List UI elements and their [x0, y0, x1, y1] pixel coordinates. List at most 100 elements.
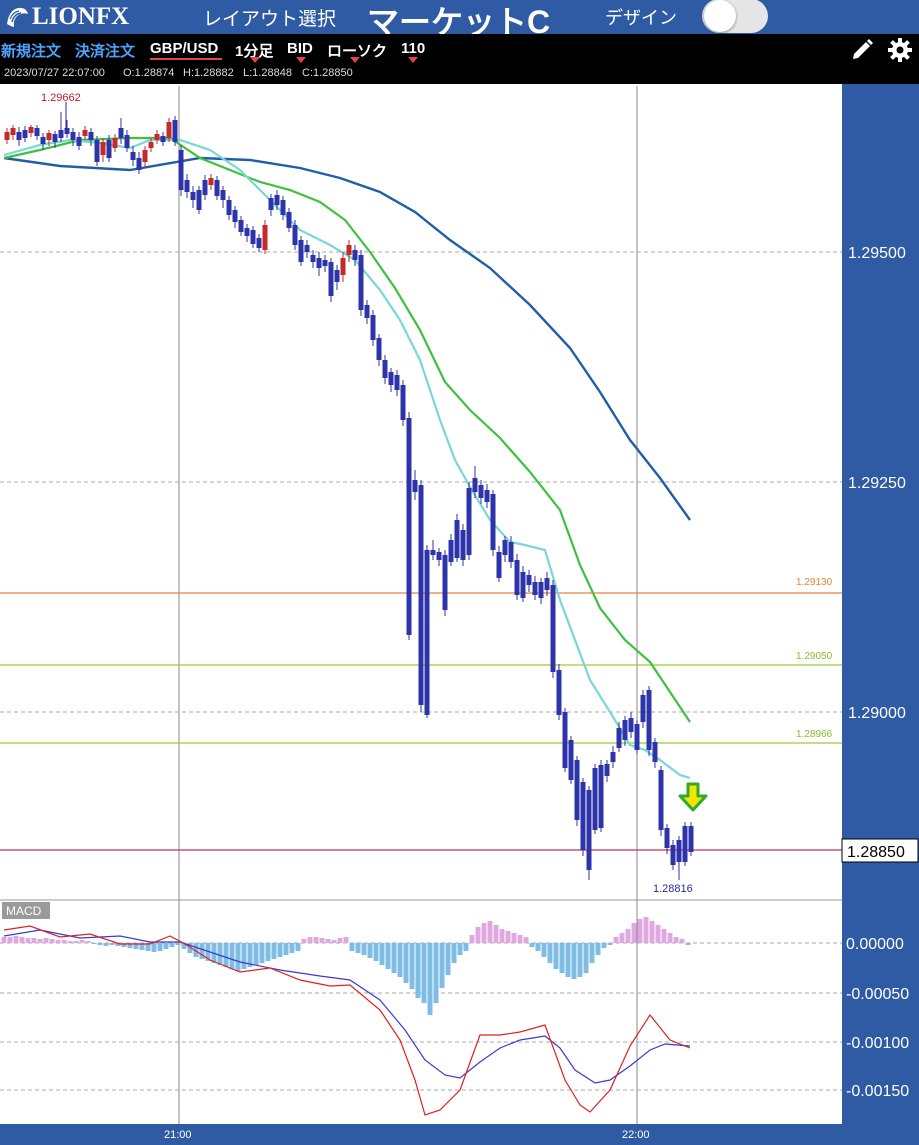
close-order-button[interactable]: 決済注文 — [75, 43, 136, 60]
macd-histogram-bar — [115, 943, 121, 946]
gear-icon[interactable] — [887, 37, 913, 63]
lionfx-logo: LIONFX — [4, 2, 129, 32]
new-order-button[interactable]: 新規注文 — [1, 43, 62, 60]
macd-histogram-bar — [109, 943, 115, 945]
macd-histogram-bar — [79, 940, 85, 943]
candle-body — [688, 826, 694, 852]
macd-histogram-bar — [193, 943, 199, 957]
candle-body — [658, 770, 664, 830]
macd-histogram-bar — [613, 937, 619, 943]
macd-histogram-bar — [217, 943, 223, 965]
macd-histogram-bar — [535, 943, 541, 951]
macd-histogram-bar — [469, 935, 475, 943]
currency-pair-select[interactable]: GBP/USD — [150, 40, 219, 57]
level-label-1: 1.29130 — [796, 577, 833, 588]
toggle-knob — [704, 0, 736, 32]
price-chart[interactable]: 1.29662 1.28816 1.29500 1.29250 1.29000 … — [0, 84, 919, 1145]
candle-body — [580, 782, 586, 850]
macd-histogram-bar — [421, 943, 427, 1003]
price-axis-label: 1.29500 — [848, 245, 906, 262]
bar-datetime: 2023/07/27 22:07:00 — [4, 67, 105, 79]
down-arrow-icon[interactable] — [678, 782, 708, 812]
macd-axis-label: -0.00050 — [846, 986, 909, 1003]
candle-body — [394, 375, 400, 390]
bar-count-select[interactable]: 110 — [401, 40, 426, 57]
macd-histogram-bar — [295, 943, 301, 951]
timeframe-select[interactable]: 1分足 — [235, 43, 274, 60]
chart-toolbar: 新規注文 決済注文 GBP/USD 1分足 BID ローソク 110 — [0, 34, 919, 64]
layout-select-button[interactable]: レイアウト選択 — [203, 9, 337, 30]
candle-body — [598, 765, 604, 828]
macd-histogram-bar — [133, 943, 139, 949]
macd-histogram-bar — [673, 937, 679, 943]
macd-histogram-bar — [451, 943, 457, 963]
time-axis-panel — [0, 1124, 842, 1145]
candle-body — [292, 225, 298, 245]
candle-body — [226, 200, 232, 215]
candle-body — [424, 550, 430, 715]
price-type-select[interactable]: BID — [287, 40, 313, 57]
candle-body — [274, 195, 280, 205]
candle-body — [340, 258, 346, 275]
macd-histogram-bar — [229, 943, 235, 969]
macd-histogram-bar — [307, 937, 313, 943]
candle-body — [574, 760, 580, 820]
macd-histogram-bar — [583, 943, 589, 973]
macd-label: MACD — [6, 904, 42, 918]
design-toggle[interactable] — [702, 0, 768, 33]
macd-histogram-bar — [163, 943, 169, 949]
macd-axis-label: -0.00150 — [846, 1083, 909, 1100]
candle-body — [100, 142, 106, 155]
candle-body — [40, 137, 46, 144]
candle-body — [34, 128, 40, 136]
candle-body — [82, 130, 88, 136]
macd-histogram-bar — [325, 939, 331, 943]
macd-histogram-bar — [373, 943, 379, 961]
candle-body — [586, 790, 592, 870]
macd-histogram-bar — [511, 933, 517, 943]
candle-body — [166, 122, 172, 138]
pencil-icon[interactable] — [849, 37, 875, 63]
macd-histogram-bar — [649, 921, 655, 943]
macd-histogram-bar — [199, 943, 205, 959]
macd-histogram-bar — [43, 938, 49, 943]
candle-body — [118, 128, 124, 138]
candle-body — [496, 552, 502, 578]
high-price-label: 1.29662 — [41, 92, 81, 104]
macd-histogram-bar — [241, 943, 247, 969]
macd-tag — [2, 902, 50, 919]
candle-body — [358, 255, 364, 310]
macd-histogram-bar — [55, 940, 61, 943]
macd-histogram-bar — [355, 943, 361, 953]
ohlc-info-bar: 2023/07/27 22:07:00 O:1.28874 H:1.28882 … — [0, 64, 919, 84]
design-label: デザイン — [605, 8, 677, 28]
candle-body — [406, 418, 412, 635]
chart-type-select[interactable]: ローソク — [327, 43, 388, 60]
macd-histogram-bar — [67, 941, 73, 943]
candle-body — [4, 132, 10, 140]
macd-histogram-bar — [499, 929, 505, 943]
chart-type-dropdown-icon — [350, 57, 360, 63]
candle-body — [316, 258, 322, 268]
macd-histogram-bar — [577, 943, 583, 977]
candle-body — [196, 190, 202, 210]
macd-histogram-bar — [253, 943, 259, 965]
macd-axis-label: 0.00000 — [846, 936, 904, 953]
macd-histogram-bar — [661, 929, 667, 943]
pair-underline — [150, 58, 222, 60]
candle-body — [250, 230, 256, 244]
time-label: 21:00 — [164, 1129, 192, 1141]
low-value: L:1.28848 — [243, 67, 292, 79]
macd-histogram-bar — [91, 943, 97, 944]
open-value: O:1.28874 — [123, 67, 175, 79]
macd-histogram-bar — [247, 943, 253, 967]
candle-body — [268, 198, 274, 210]
macd-histogram-bar — [379, 943, 385, 965]
macd-histogram-bar — [37, 939, 43, 943]
candle-body — [364, 305, 370, 318]
candle-body — [502, 540, 508, 555]
candle-body — [238, 220, 244, 232]
candle-body — [352, 250, 358, 260]
level-label-2: 1.29050 — [796, 651, 833, 662]
price-type-dropdown-icon — [296, 57, 306, 63]
